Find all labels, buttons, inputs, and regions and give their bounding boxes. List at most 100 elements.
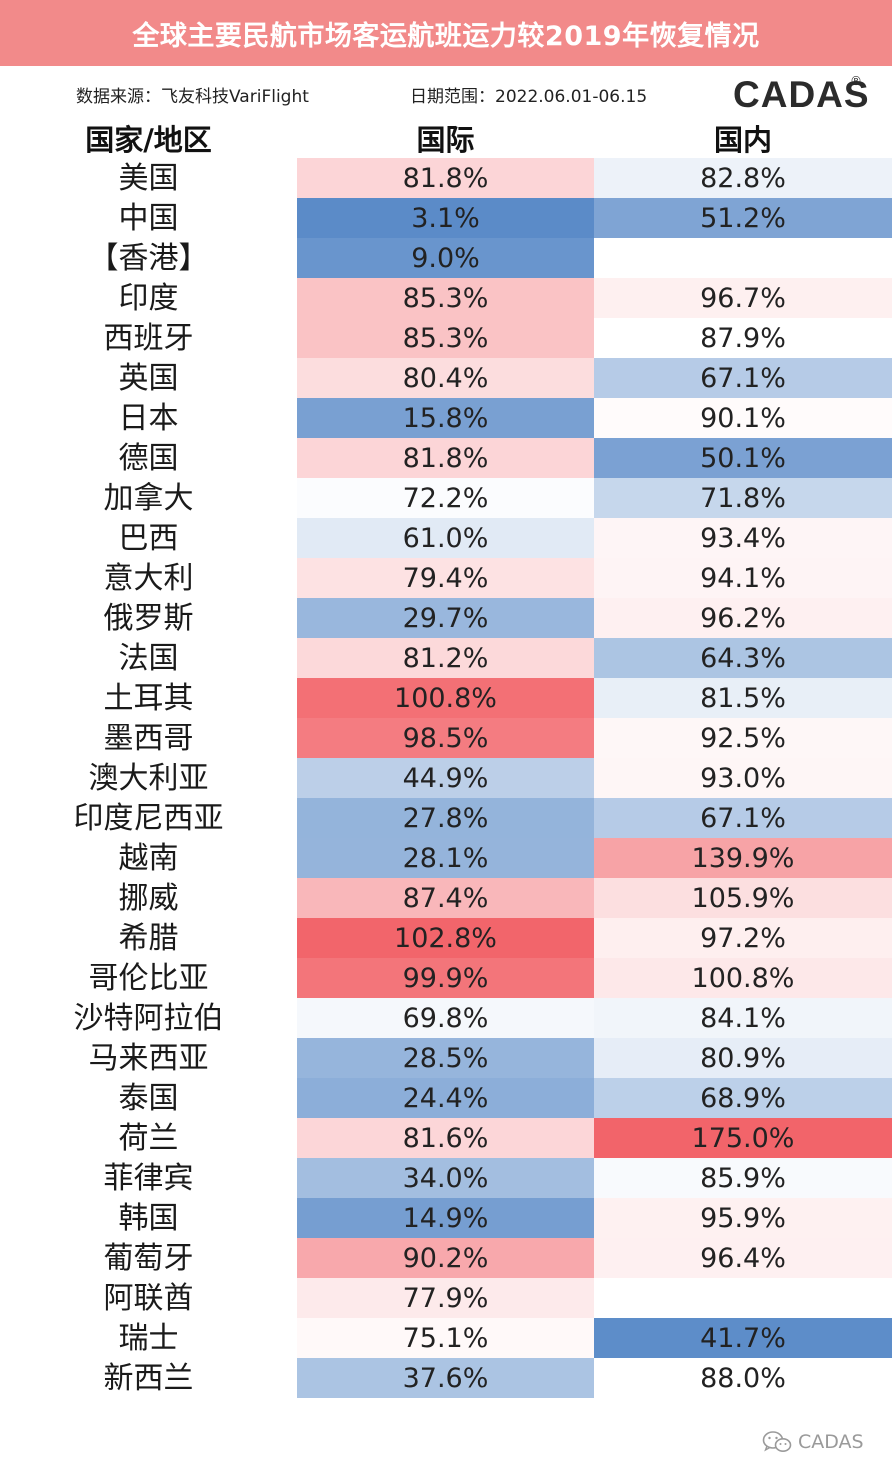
region-label: 巴西 — [118, 521, 179, 556]
intl-value-cell: 28.1% — [297, 838, 594, 878]
table-row: 泰国 24.4% 68.9% — [0, 1078, 892, 1118]
dom-value-cell: 93.0% — [594, 758, 892, 798]
intl-value-cell: 81.6% — [297, 1118, 594, 1158]
region-label: 荷兰 — [118, 1121, 179, 1156]
table-row: 巴西 61.0% 93.4% — [0, 518, 892, 558]
dom-value-cell: 82.8% — [594, 158, 892, 198]
intl-value-cell: 87.4% — [297, 878, 594, 918]
intl-value-cell: 3.1% — [297, 198, 594, 238]
dom-value-cell: 67.1% — [594, 358, 892, 398]
region-label: 意大利 — [103, 561, 194, 596]
title-bar: 全球主要民航市场客运航班运力较2019年恢复情况 — [0, 0, 892, 66]
intl-value-cell: 81.2% — [297, 638, 594, 678]
region-label: 挪威 — [118, 881, 179, 916]
intl-value-cell: 80.4% — [297, 358, 594, 398]
dom-value-cell — [594, 238, 892, 278]
intl-value-cell: 100.8% — [297, 678, 594, 718]
intl-value-cell: 24.4% — [297, 1078, 594, 1118]
intl-value-cell: 102.8% — [297, 918, 594, 958]
intl-value-cell: 77.9% — [297, 1278, 594, 1318]
region-label: 墨西哥 — [103, 721, 194, 756]
table-row: 【香港】 9.0% — [0, 238, 892, 278]
region-label: 瑞士 — [118, 1321, 179, 1356]
intl-value-cell: 37.6% — [297, 1358, 594, 1398]
header-international: 国际 — [416, 123, 475, 157]
dom-value-cell: 41.7% — [594, 1318, 892, 1358]
chart-title: 全球主要民航市场客运航班运力较2019年恢复情况 — [132, 20, 760, 52]
table-row: 墨西哥 98.5% 92.5% — [0, 718, 892, 758]
dom-value-cell: 87.9% — [594, 318, 892, 358]
intl-value-cell: 72.2% — [297, 478, 594, 518]
table-row: 英国 80.4% 67.1% — [0, 358, 892, 398]
intl-value-cell: 14.9% — [297, 1198, 594, 1238]
table-row: 荷兰 81.6% 175.0% — [0, 1118, 892, 1158]
data-source: 数据来源：飞友科技VariFlight — [76, 87, 309, 107]
intl-value-cell: 98.5% — [297, 718, 594, 758]
table-header: 国家/地区 国际 国内 — [0, 122, 892, 158]
region-label: 日本 — [118, 401, 179, 436]
region-label: 英国 — [118, 361, 179, 396]
dom-value-cell: 95.9% — [594, 1198, 892, 1238]
intl-value-cell: 34.0% — [297, 1158, 594, 1198]
dom-value-cell: 94.1% — [594, 558, 892, 598]
region-label: 西班牙 — [103, 321, 194, 356]
dom-value-cell: 71.8% — [594, 478, 892, 518]
watermark-text: CADAS — [798, 1431, 864, 1453]
table-row: 日本 15.8% 90.1% — [0, 398, 892, 438]
intl-value-cell: 81.8% — [297, 158, 594, 198]
dom-value-cell: 96.7% — [594, 278, 892, 318]
region-label: 葡萄牙 — [103, 1241, 194, 1276]
dom-value-cell: 139.9% — [594, 838, 892, 878]
region-label: 美国 — [118, 161, 179, 196]
intl-value-cell: 29.7% — [297, 598, 594, 638]
dom-value-cell: 96.4% — [594, 1238, 892, 1278]
region-label: 越南 — [118, 841, 179, 876]
region-label: 菲律宾 — [103, 1161, 194, 1196]
table-row: 澳大利亚 44.9% 93.0% — [0, 758, 892, 798]
region-label: 新西兰 — [103, 1361, 194, 1396]
region-label: 希腊 — [118, 921, 179, 956]
table-row: 瑞士 75.1% 41.7% — [0, 1318, 892, 1358]
registered-mark: ® — [850, 74, 862, 88]
table-row: 沙特阿拉伯 69.8% 84.1% — [0, 998, 892, 1038]
region-label: 泰国 — [118, 1081, 179, 1116]
table-row: 挪威 87.4% 105.9% — [0, 878, 892, 918]
table-row: 印度 85.3% 96.7% — [0, 278, 892, 318]
region-label: 加拿大 — [103, 481, 194, 516]
meta-row: 数据来源：飞友科技VariFlight 日期范围：2022.06.01-06.1… — [0, 66, 892, 120]
dom-value-cell: 81.5% — [594, 678, 892, 718]
region-label: 土耳其 — [103, 681, 194, 716]
intl-value-cell: 28.5% — [297, 1038, 594, 1078]
intl-value-cell: 61.0% — [297, 518, 594, 558]
region-label: 【香港】 — [88, 241, 209, 276]
table-row: 葡萄牙 90.2% 96.4% — [0, 1238, 892, 1278]
dom-value-cell: 85.9% — [594, 1158, 892, 1198]
dom-value-cell: 64.3% — [594, 638, 892, 678]
wechat-icon — [762, 1431, 792, 1452]
region-label: 阿联酋 — [103, 1281, 194, 1316]
table-row: 阿联酋 77.9% — [0, 1278, 892, 1318]
region-label: 印度尼西亚 — [73, 801, 224, 836]
header-region: 国家/地区 — [85, 123, 212, 157]
region-label: 中国 — [118, 201, 179, 236]
region-label: 韩国 — [118, 1201, 179, 1236]
heatmap-table: 美国 81.8% 82.8% 中国 3.1% 51.2% 【香港】 9.0% 印度 85.3% 96… — [0, 158, 892, 1398]
intl-value-cell: 99.9% — [297, 958, 594, 998]
dom-value-cell: 92.5% — [594, 718, 892, 758]
dom-value-cell: 80.9% — [594, 1038, 892, 1078]
region-label: 沙特阿拉伯 — [73, 1001, 224, 1036]
region-label: 俄罗斯 — [103, 601, 194, 636]
region-label: 澳大利亚 — [88, 761, 209, 796]
date-range: 日期范围：2022.06.01-06.15 — [410, 87, 648, 107]
dom-value-cell: 100.8% — [594, 958, 892, 998]
logo-text: CADAS — [733, 74, 870, 115]
table-row: 印度尼西亚 27.8% 67.1% — [0, 798, 892, 838]
dom-value-cell: 84.1% — [594, 998, 892, 1038]
dom-value-cell: 105.9% — [594, 878, 892, 918]
table-row: 新西兰 37.6% 88.0% — [0, 1358, 892, 1398]
region-label: 马来西亚 — [88, 1041, 209, 1076]
table-row: 马来西亚 28.5% 80.9% — [0, 1038, 892, 1078]
region-label: 德国 — [118, 441, 179, 476]
wechat-watermark: CADAS — [762, 1430, 864, 1454]
intl-value-cell: 85.3% — [297, 318, 594, 358]
